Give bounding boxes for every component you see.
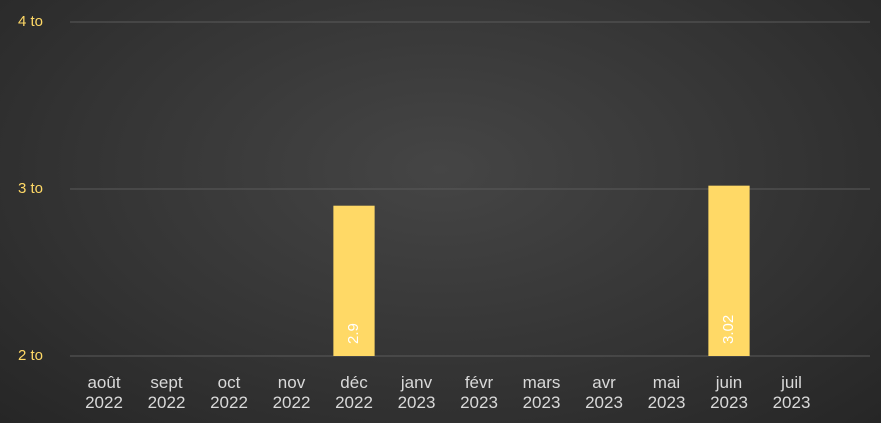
x-tick-label: avr 2023	[585, 373, 623, 412]
x-tick-label: mai 2023	[647, 373, 686, 412]
x-tick-label: févr 2023	[460, 373, 498, 412]
data-label: 2.9	[345, 323, 362, 344]
data-label: 3.02	[720, 315, 737, 344]
y-tick-label: 2 to	[18, 347, 43, 364]
x-tick-label: mars 2023	[522, 373, 561, 412]
x-tick-label: juil 2023	[772, 373, 811, 412]
bar	[333, 205, 375, 356]
y-tick-label: 4 to	[18, 13, 43, 30]
x-tick-label: janv 2023	[397, 373, 436, 412]
x-tick-label: nov 2022	[272, 373, 311, 412]
bar	[708, 185, 750, 356]
x-tick-label: oct 2022	[210, 373, 248, 412]
x-tick-label: déc 2022	[335, 373, 373, 412]
x-tick-label: sept 2022	[147, 373, 186, 412]
x-tick-label: juin 2023	[710, 373, 748, 412]
y-tick-label: 3 to	[18, 180, 43, 197]
x-tick-label: août 2022	[85, 373, 123, 412]
